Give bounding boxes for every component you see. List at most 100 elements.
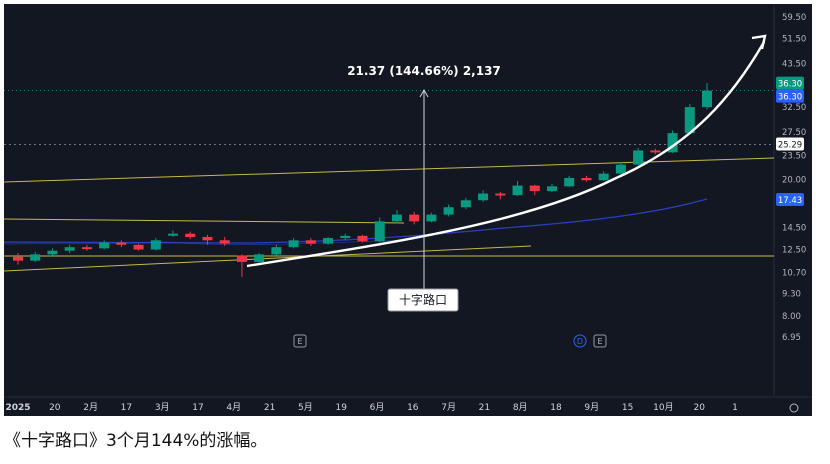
earnings-marker[interactable] xyxy=(593,334,607,348)
x-tick-label: 4月 xyxy=(226,402,241,413)
lower-trend-line xyxy=(4,245,532,272)
measure-arrow-head xyxy=(419,88,429,98)
candle-body xyxy=(615,164,626,174)
candle-body xyxy=(323,238,334,244)
candle-body xyxy=(598,173,609,181)
stock-chart[interactable]: 21.37 (144.66%) 2,137 十字路口 E D E 59.50 51.50 4… xyxy=(4,4,812,416)
middle-trend-line xyxy=(4,218,405,224)
dividend-marker[interactable] xyxy=(573,334,587,348)
candle-body xyxy=(374,221,385,242)
candle-body xyxy=(150,240,161,250)
last-price-badge-bg xyxy=(776,76,804,90)
level-badge-bg xyxy=(776,137,804,151)
x-tick-label: 16 xyxy=(407,403,419,413)
y-tick-label: 51.50 xyxy=(782,35,806,45)
x-tick-label: 21 xyxy=(479,403,490,413)
level-badge: 25.29 xyxy=(778,141,802,151)
candle-body xyxy=(650,150,661,153)
x-tick-label: 20 xyxy=(49,403,61,413)
y-tick-label: 12.50 xyxy=(782,246,806,256)
candle-body xyxy=(529,185,540,192)
x-tick-label: 21 xyxy=(264,403,275,413)
chart-canvas[interactable]: 21.37 (144.66%) 2,137 十字路口 E D E 59.50 51.50 4… xyxy=(4,4,812,416)
x-tick-label: 2月 xyxy=(83,402,98,413)
candle-body xyxy=(684,107,695,134)
candle-body xyxy=(116,242,127,245)
x-tick-label: 3月 xyxy=(155,402,170,413)
candle-body xyxy=(495,193,506,196)
y-tick-label: 27.50 xyxy=(782,128,806,138)
candle-body xyxy=(288,240,299,248)
candle-body xyxy=(357,235,368,242)
x-tick-label: 1 xyxy=(732,403,738,413)
last-price-badge-2-bg xyxy=(776,89,804,103)
x-tick-label: 6月 xyxy=(370,402,385,413)
x-tick-label: 2025 xyxy=(5,403,30,413)
candle-body xyxy=(667,133,678,153)
candle-body xyxy=(564,177,575,187)
candle-body xyxy=(219,240,230,244)
ma-badge: 17.43 xyxy=(778,196,802,206)
x-tick-label: 10月 xyxy=(653,402,673,413)
upper-trend-line xyxy=(4,157,775,183)
x-tick-label: 20 xyxy=(693,403,705,413)
ma-badge-bg xyxy=(776,192,804,206)
candle-body xyxy=(443,207,454,215)
earnings-marker[interactable] xyxy=(293,334,307,348)
candle-body xyxy=(185,233,196,237)
candle-body xyxy=(99,242,110,249)
earnings-marker-label: E xyxy=(597,337,602,346)
candle-body xyxy=(702,90,712,108)
x-tick-label: 15 xyxy=(622,403,633,413)
settings-icon[interactable] xyxy=(789,403,799,413)
y-tick-label: 23.50 xyxy=(782,151,806,161)
y-tick-label: 20.00 xyxy=(782,175,806,185)
candle-body xyxy=(271,247,282,255)
candle-body xyxy=(254,254,265,262)
x-tick-label: 7月 xyxy=(441,402,456,413)
candle-body xyxy=(478,193,489,201)
candle-body xyxy=(581,177,592,181)
candle-body xyxy=(64,247,75,251)
trend-arrow-curve xyxy=(246,41,766,268)
x-tick-label: 19 xyxy=(335,403,347,413)
figure-caption: 《十字路口》3个月144%的涨幅。 xyxy=(4,431,268,451)
y-tick-label: 6.95 xyxy=(782,333,801,343)
candle-body xyxy=(30,254,41,261)
earnings-marker-label: E xyxy=(297,337,302,346)
callout-label: 十字路口 xyxy=(399,292,447,307)
candle-body xyxy=(81,247,92,250)
x-tick-label: 17 xyxy=(121,403,132,413)
y-tick-label: 59.50 xyxy=(782,13,806,23)
last-price-badge: 36.30 xyxy=(778,80,802,90)
candle-body xyxy=(546,186,557,192)
candle-body xyxy=(512,185,523,196)
y-tick-label: 43.50 xyxy=(782,60,806,70)
candle-body xyxy=(460,200,471,208)
candle-body xyxy=(133,244,144,250)
y-tick-label: 32.50 xyxy=(782,103,806,113)
candle-body xyxy=(168,233,179,236)
moving-average-line xyxy=(4,198,708,244)
y-tick-label: 10.70 xyxy=(782,269,806,279)
x-tick-label: 18 xyxy=(550,403,562,413)
candle-body xyxy=(202,236,213,241)
measure-label: 21.37 (144.66%) 2,137 xyxy=(347,64,501,78)
candle-body xyxy=(13,256,23,261)
candle-body xyxy=(236,255,247,262)
candle-body xyxy=(340,235,351,239)
callout-box xyxy=(387,288,459,312)
x-tick-label: 8月 xyxy=(513,402,528,413)
y-tick-label: 8.00 xyxy=(782,312,801,322)
candle-body xyxy=(633,150,644,165)
x-tick-label: 9月 xyxy=(584,402,599,413)
y-tick-label: 14.50 xyxy=(782,223,806,233)
dividend-marker-label: D xyxy=(577,337,583,346)
candle-body xyxy=(47,250,58,255)
x-tick-label: 5月 xyxy=(298,402,313,413)
y-tick-label: 9.30 xyxy=(782,290,801,300)
last-price-badge-2: 36.30 xyxy=(778,93,802,103)
candle-body xyxy=(409,214,420,222)
x-tick-label: 17 xyxy=(192,403,203,413)
candle-body xyxy=(305,240,316,244)
